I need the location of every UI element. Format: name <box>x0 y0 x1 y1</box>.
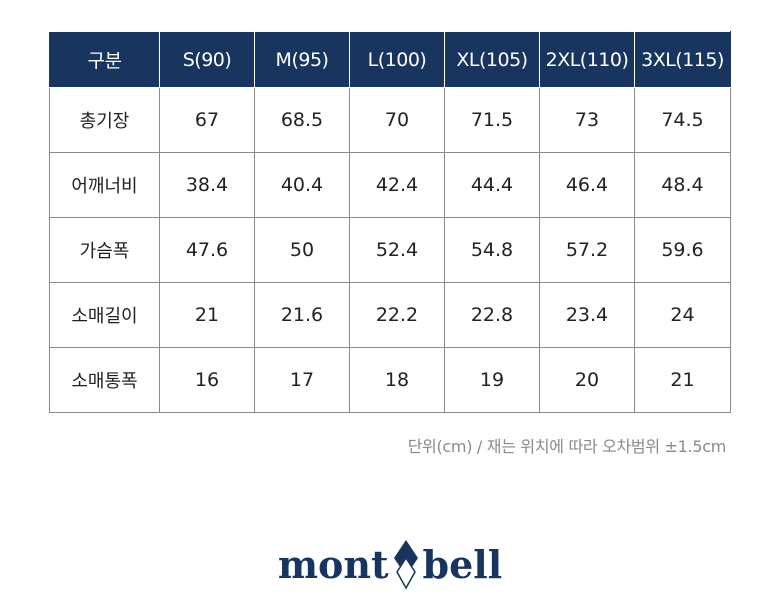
logo-text-left: mont <box>277 541 389 587</box>
table-cell: 24 <box>634 282 731 348</box>
table-cell: 54.8 <box>444 217 540 283</box>
table-cell: 20 <box>539 347 635 413</box>
table-cell: 50 <box>254 217 350 283</box>
diamond-icon <box>391 538 421 590</box>
row-label: 어깨너비 <box>49 152 160 218</box>
table-cell: 19 <box>444 347 540 413</box>
montbell-logo: mont bell <box>262 536 518 592</box>
table-cell: 21 <box>159 282 255 348</box>
table-cell: 46.4 <box>539 152 635 218</box>
header-size-m: M(95) <box>254 31 350 88</box>
table-cell: 73 <box>539 87 635 153</box>
table-cell: 17 <box>254 347 350 413</box>
table-cell: 22.8 <box>444 282 540 348</box>
table-cell: 18 <box>349 347 445 413</box>
header-size-2xl: 2XL(110) <box>539 31 635 88</box>
table-cell: 70 <box>349 87 445 153</box>
table-cell: 16 <box>159 347 255 413</box>
table-row: 어깨너비 38.4 40.4 42.4 44.4 46.4 48.4 <box>49 152 731 218</box>
row-label: 총기장 <box>49 87 160 153</box>
table-header-row: 구분 S(90) M(95) L(100) XL(105) 2XL(110) 3… <box>49 31 731 88</box>
table-cell: 38.4 <box>159 152 255 218</box>
table-cell: 59.6 <box>634 217 731 283</box>
table-cell: 42.4 <box>349 152 445 218</box>
row-label: 소매통폭 <box>49 347 160 413</box>
table-row: 소매길이 21 21.6 22.2 22.8 23.4 24 <box>49 282 731 348</box>
table-cell: 67 <box>159 87 255 153</box>
table-row: 가슴폭 47.6 50 52.4 54.8 57.2 59.6 <box>49 217 731 283</box>
row-label: 가슴폭 <box>49 217 160 283</box>
table-cell: 23.4 <box>539 282 635 348</box>
table-cell: 74.5 <box>634 87 731 153</box>
logo-text-right: bell <box>422 541 503 587</box>
header-corner-label: 구분 <box>49 31 160 88</box>
table-row: 총기장 67 68.5 70 71.5 73 74.5 <box>49 87 731 153</box>
table-cell: 71.5 <box>444 87 540 153</box>
table-cell: 21 <box>634 347 731 413</box>
table-cell: 47.6 <box>159 217 255 283</box>
measurement-note: 단위(cm) / 재는 위치에 따라 오차범위 ±1.5cm <box>407 437 727 456</box>
header-size-l: L(100) <box>349 31 445 88</box>
row-label: 소매길이 <box>49 282 160 348</box>
table-cell: 22.2 <box>349 282 445 348</box>
header-size-xl: XL(105) <box>444 31 540 88</box>
header-size-3xl: 3XL(115) <box>634 31 731 88</box>
table-cell: 40.4 <box>254 152 350 218</box>
table-cell: 48.4 <box>634 152 731 218</box>
table-cell: 44.4 <box>444 152 540 218</box>
table-cell: 52.4 <box>349 217 445 283</box>
table-cell: 68.5 <box>254 87 350 153</box>
header-size-s: S(90) <box>159 31 255 88</box>
table-cell: 21.6 <box>254 282 350 348</box>
table-row: 소매통폭 16 17 18 19 20 21 <box>49 347 731 413</box>
size-chart-table: 구분 S(90) M(95) L(100) XL(105) 2XL(110) 3… <box>49 31 731 413</box>
table-cell: 57.2 <box>539 217 635 283</box>
